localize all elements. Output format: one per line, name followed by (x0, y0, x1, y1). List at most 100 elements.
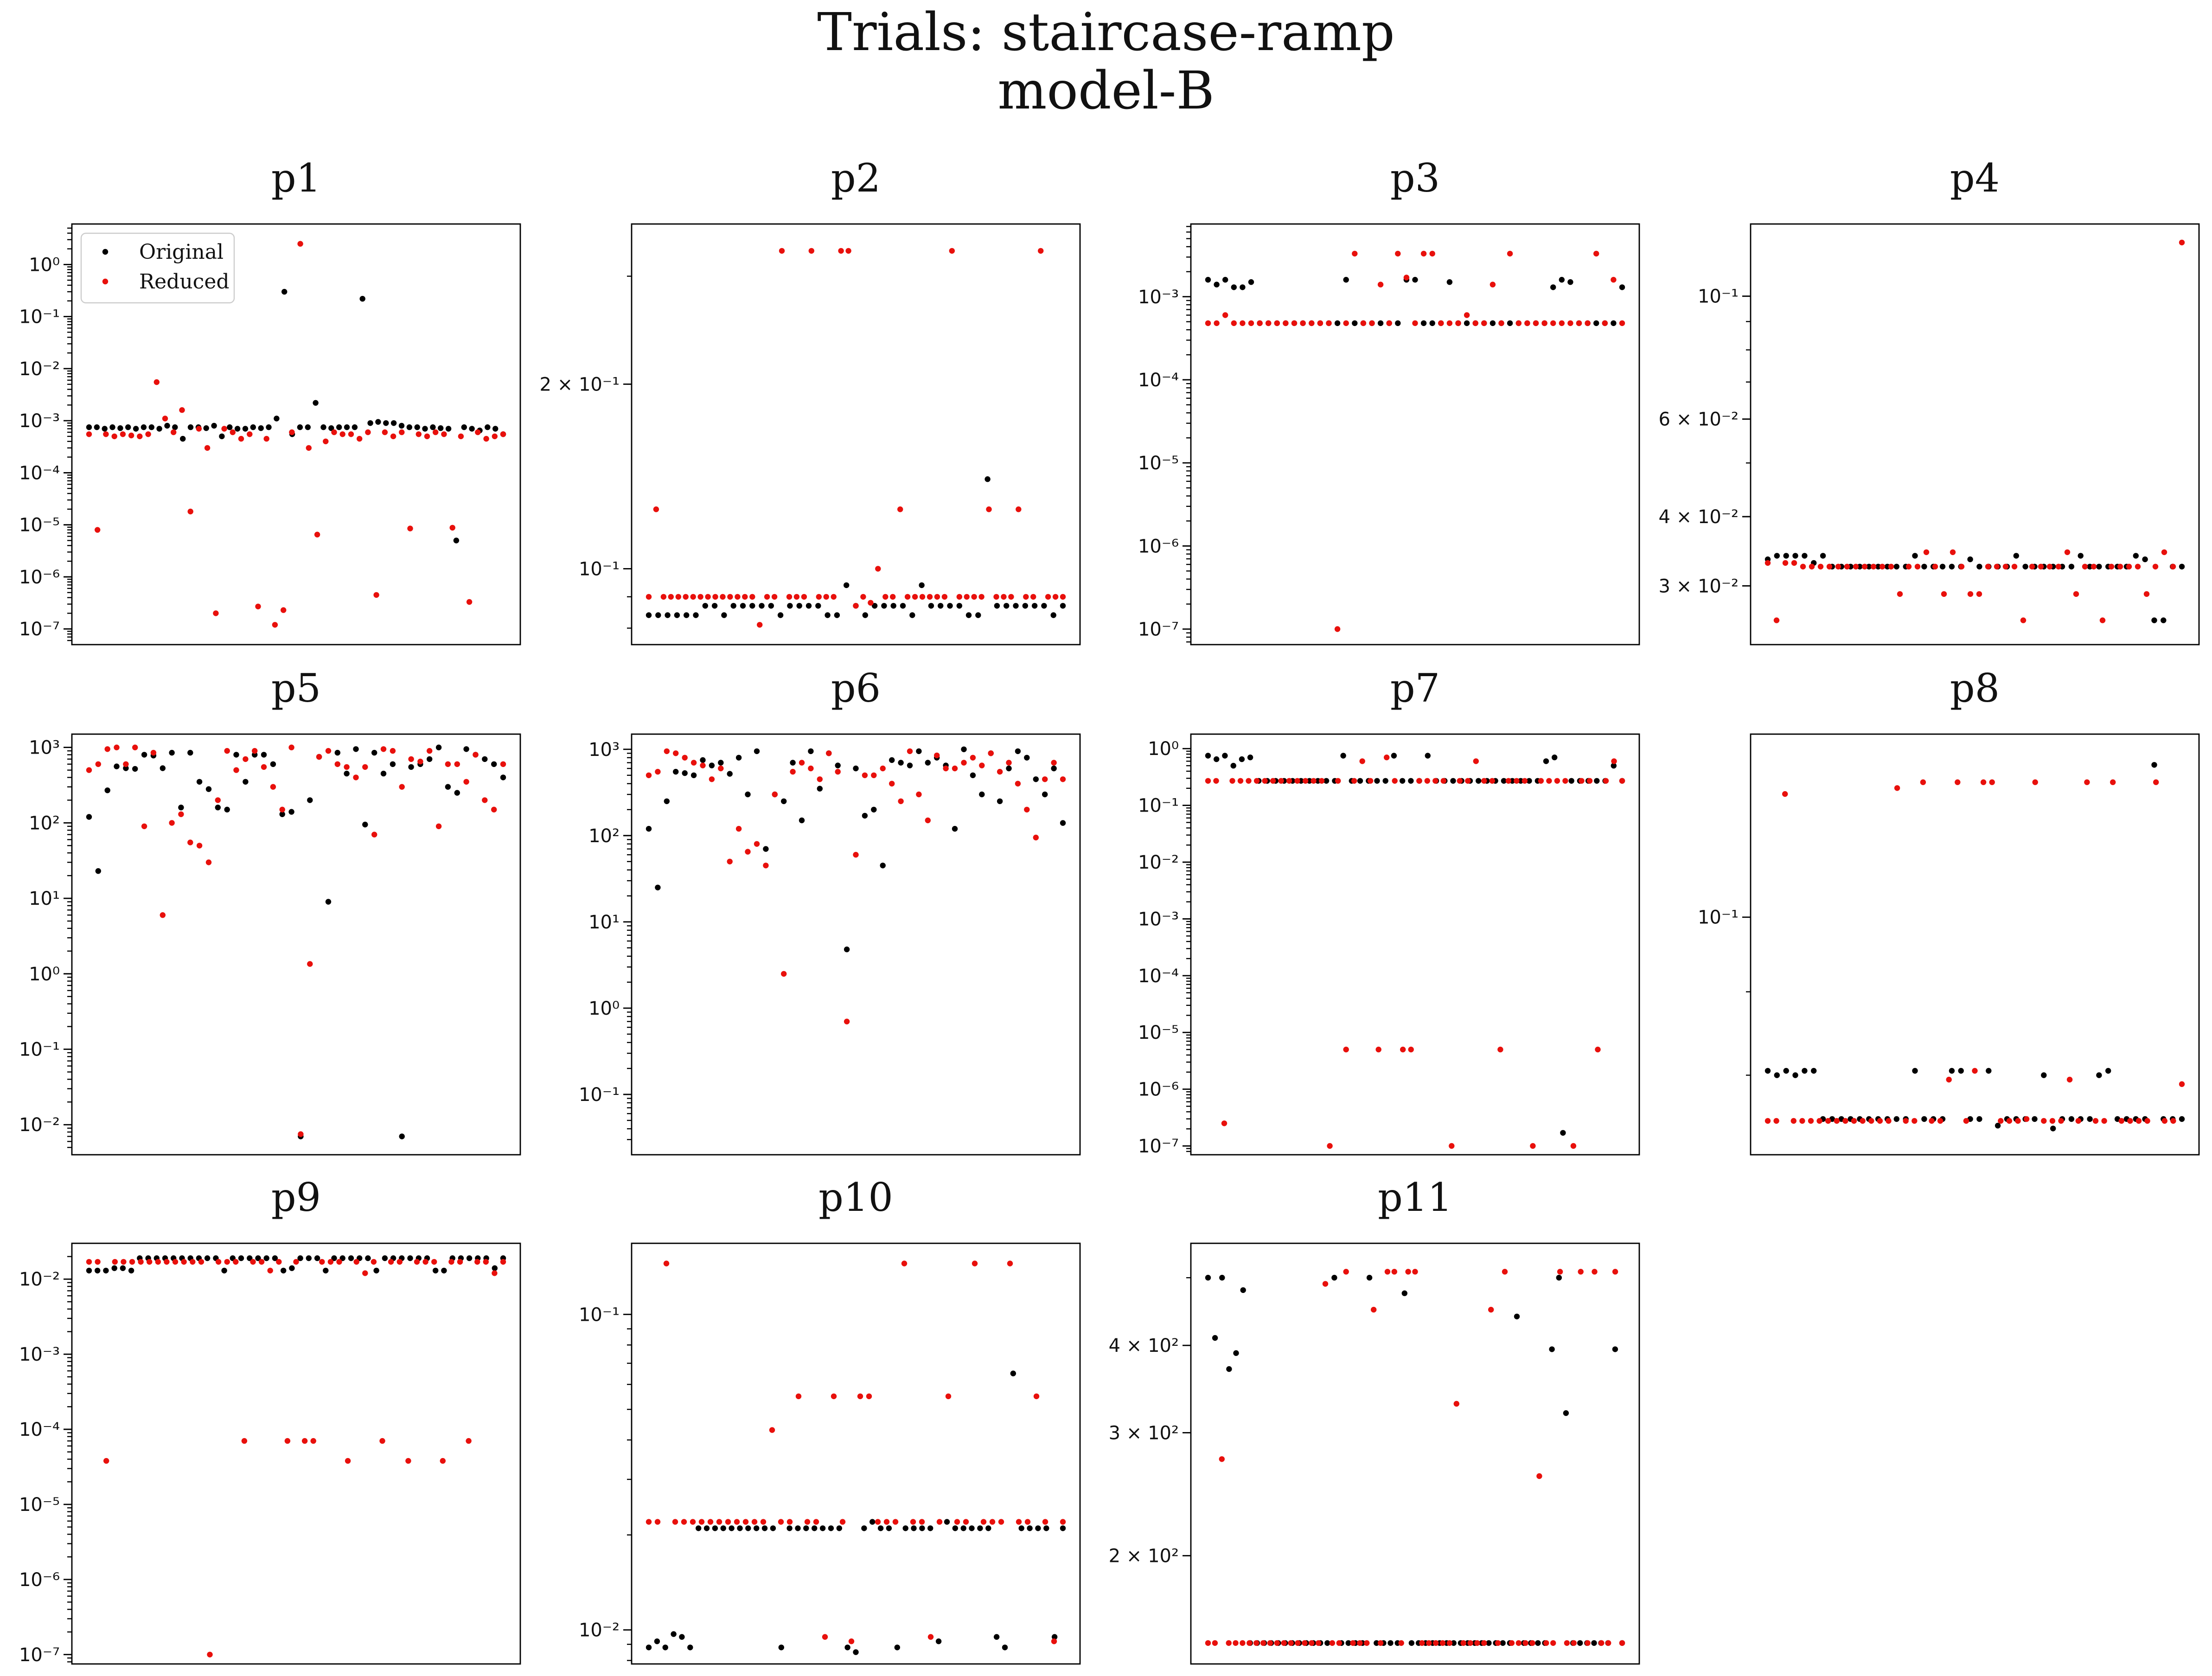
point-original (1486, 1640, 1492, 1646)
point-original (749, 603, 755, 609)
y-tick-label: 10⁻² (19, 1269, 60, 1290)
point-original (1995, 1123, 2001, 1129)
point-reduced (835, 768, 841, 775)
point-original (1051, 1634, 1058, 1640)
point-original (1248, 279, 1254, 285)
point-reduced (155, 1259, 161, 1265)
point-original (977, 1525, 983, 1531)
point-reduced (483, 435, 489, 442)
point-original (1387, 1640, 1394, 1646)
point-reduced (892, 1519, 899, 1525)
point-reduced (1920, 779, 1926, 785)
y-tick-label: 10⁻¹ (1138, 795, 1179, 817)
point-original (745, 1525, 751, 1531)
point-reduced (1481, 1640, 1487, 1646)
point-reduced (1985, 563, 1991, 570)
point-original (1022, 603, 1028, 609)
y-tick-label: 10⁻⁵ (1138, 453, 1179, 474)
point-reduced (448, 1259, 454, 1265)
point-original (1490, 320, 1496, 326)
point-reduced (416, 431, 422, 437)
y-tick-label: 10⁻⁵ (1138, 1022, 1179, 1043)
point-reduced (1579, 778, 1585, 784)
point-original (352, 424, 358, 430)
point-original (187, 749, 193, 756)
point-original (825, 612, 831, 618)
point-reduced (681, 1519, 687, 1525)
point-reduced (1386, 320, 1392, 326)
point-reduced (396, 1259, 403, 1265)
point-reduced (1262, 778, 1268, 784)
point-reduced (1226, 1640, 1232, 1646)
point-reduced (1782, 560, 1789, 566)
y-tick-label: 10⁻⁷ (1138, 1136, 1179, 1157)
point-original (2032, 1116, 2038, 1122)
point-original (1893, 563, 1899, 570)
point-reduced (1248, 320, 1254, 326)
point-reduced (491, 806, 497, 812)
point-reduced (1808, 1118, 1814, 1124)
point-reduced (1318, 778, 1325, 784)
point-reduced (1274, 320, 1280, 326)
point-reduced (889, 780, 895, 787)
point-reduced (675, 594, 682, 600)
y-tick-label: 4 × 10⁻² (1659, 506, 1739, 528)
point-original (1619, 284, 1625, 290)
point-reduced (1008, 594, 1014, 600)
point-original (687, 1644, 693, 1650)
point-reduced (345, 1458, 351, 1464)
legend-marker-reduced (102, 278, 109, 285)
point-reduced (690, 594, 696, 600)
point-reduced (655, 768, 661, 775)
point-reduced (2091, 563, 2097, 570)
point-reduced (751, 1519, 758, 1525)
point-reduced (112, 1259, 118, 1265)
point-reduced (1205, 1640, 1211, 1646)
point-reduced (187, 508, 193, 515)
legend-marker-original (102, 249, 109, 255)
point-original (114, 763, 120, 769)
point-original (258, 425, 264, 431)
point-reduced (690, 1519, 696, 1525)
point-original (727, 771, 733, 777)
point-reduced (1412, 320, 1418, 326)
point-reduced (700, 762, 706, 768)
point-original (975, 612, 981, 618)
point-reduced (1288, 1640, 1294, 1646)
point-reduced (145, 431, 151, 437)
point-reduced (1440, 778, 1446, 784)
point-reduced (86, 767, 92, 773)
point-original (270, 761, 276, 768)
point-original (281, 288, 288, 295)
point-original (1802, 1068, 1808, 1074)
point-reduced (95, 527, 101, 533)
point-reduced (790, 768, 796, 775)
point-reduced (267, 1267, 273, 1273)
point-original (740, 603, 746, 609)
point-reduced (1764, 560, 1771, 566)
point-reduced (1222, 312, 1228, 318)
subplot-title-p11: p11 (1378, 1175, 1452, 1220)
point-original (862, 612, 869, 618)
point-reduced (2002, 563, 2009, 570)
point-reduced (1343, 1046, 1349, 1053)
point-original (1400, 778, 1406, 784)
point-reduced (1038, 248, 1044, 254)
point-original (435, 744, 442, 750)
point-reduced (2011, 563, 2018, 570)
plot-frame (1190, 733, 1640, 1156)
point-reduced (1842, 1118, 1848, 1124)
point-reduced (883, 1519, 890, 1525)
point-reduced (187, 839, 193, 845)
point-original (1429, 320, 1435, 326)
point-reduced (1923, 549, 1930, 556)
point-original (1060, 820, 1066, 826)
point-original (777, 612, 784, 618)
point-original (646, 612, 652, 618)
point-reduced (760, 1519, 767, 1525)
y-tick-label: 10⁻⁷ (19, 619, 60, 640)
point-reduced (898, 798, 904, 805)
point-original (133, 426, 139, 432)
point-reduced (440, 1458, 446, 1464)
